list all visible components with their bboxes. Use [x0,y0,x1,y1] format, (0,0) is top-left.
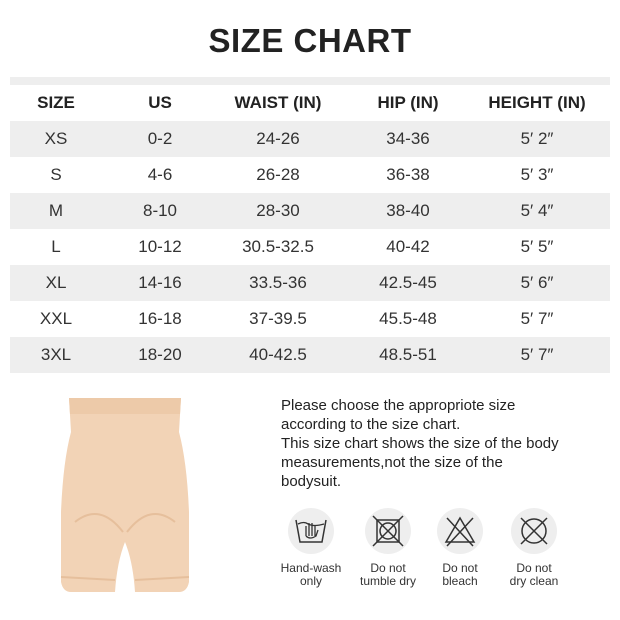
cell-hip: 48.5-51 [379,345,437,364]
cell-size: XL [45,273,67,292]
table-row: 3XL 18-20 40-42.5 48.5-51 5′ 7″ [10,337,610,373]
cell-waist: 33.5-36 [249,273,307,292]
header-size: SIZE [37,93,75,112]
care-label: Do not [516,561,552,575]
cell-us: 18-20 [138,345,182,364]
care-no-tumble-dry: Do not tumble dry [348,508,428,588]
table-row: XS 0-2 24-26 34-36 5′ 2″ [10,121,610,157]
cell-hip: 40-42 [386,237,430,256]
cell-size: S [50,165,62,184]
page-title: SIZE CHART [208,22,412,59]
cell-size: XXL [39,309,73,328]
cell-waist: 28-30 [256,201,300,220]
care-no-dry-clean: Do not dry clean [494,508,574,588]
care-label: Do not [370,561,406,575]
no-bleach-icon [444,516,476,547]
cell-waist: 26-28 [256,165,300,184]
shapewear-shorts-image [60,398,190,592]
care-no-bleach: Do not bleach [420,508,500,588]
cell-us: 14-16 [138,273,182,292]
cell-us: 4-6 [147,165,173,184]
cell-height: 5′ 3″ [520,165,554,184]
table-row: L 10-12 30.5-32.5 40-42 5′ 5″ [10,229,610,265]
cell-height: 5′ 7″ [520,309,554,328]
cell-height: 5′ 6″ [520,273,554,292]
cell-size: 3XL [40,345,72,364]
care-label: bleach [442,574,478,588]
header-height: HEIGHT (IN) [488,93,586,112]
cell-size: XS [44,129,68,148]
table-top-bar [10,77,610,85]
cell-size: M [48,201,64,220]
cell-height: 5′ 4″ [520,201,554,220]
cell-hip: 36-38 [386,165,430,184]
cell-us: 10-12 [138,237,182,256]
cell-height: 5′ 2″ [520,129,554,148]
cell-hip: 38-40 [386,201,430,220]
care-label: tumble dry [359,574,417,588]
care-label: dry clean [509,574,559,588]
note-line: measurements,not the size of the [281,454,503,471]
cell-waist: 30.5-32.5 [242,237,314,256]
cell-height: 5′ 5″ [520,237,554,256]
table-header-row: SIZE US WAIST (IN) HIP (IN) HEIGHT (IN) [10,85,610,121]
header-waist: WAIST (IN) [234,93,322,112]
care-label: Do not [442,561,478,575]
hand-wash-icon [295,519,327,543]
note-line: This size chart shows the size of the bo… [281,435,559,452]
cell-hip: 42.5-45 [379,273,437,292]
no-tumble-dry-icon [372,515,404,547]
cell-us: 8-10 [142,201,178,220]
cell-height: 5′ 7″ [520,345,554,364]
table-row: S 4-6 26-28 36-38 5′ 3″ [10,157,610,193]
cell-waist: 37-39.5 [249,309,307,328]
cell-hip: 34-36 [386,129,430,148]
table-row: XL 14-16 33.5-36 42.5-45 5′ 6″ [10,265,610,301]
cell-us: 0-2 [147,129,173,148]
cell-us: 16-18 [138,309,182,328]
note-line: according to the size chart. [281,416,461,433]
care-label: only [299,574,322,588]
note-line: bodysuit. [281,473,342,490]
header-hip: HIP (IN) [377,93,439,112]
no-dry-clean-icon [520,517,548,545]
cell-hip: 45.5-48 [379,309,437,328]
care-label: Hand-wash [280,561,342,575]
care-hand-wash: Hand-wash only [271,508,351,588]
header-us: US [148,93,172,112]
table-row: M 8-10 28-30 38-40 5′ 4″ [10,193,610,229]
cell-size: L [51,237,61,256]
table-row: XXL 16-18 37-39.5 45.5-48 5′ 7″ [10,301,610,337]
cell-waist: 40-42.5 [249,345,307,364]
note-line: Please choose the appropriote size [281,397,516,414]
size-note: Please choose the appropriote size accor… [281,396,611,491]
cell-waist: 24-26 [256,129,300,148]
